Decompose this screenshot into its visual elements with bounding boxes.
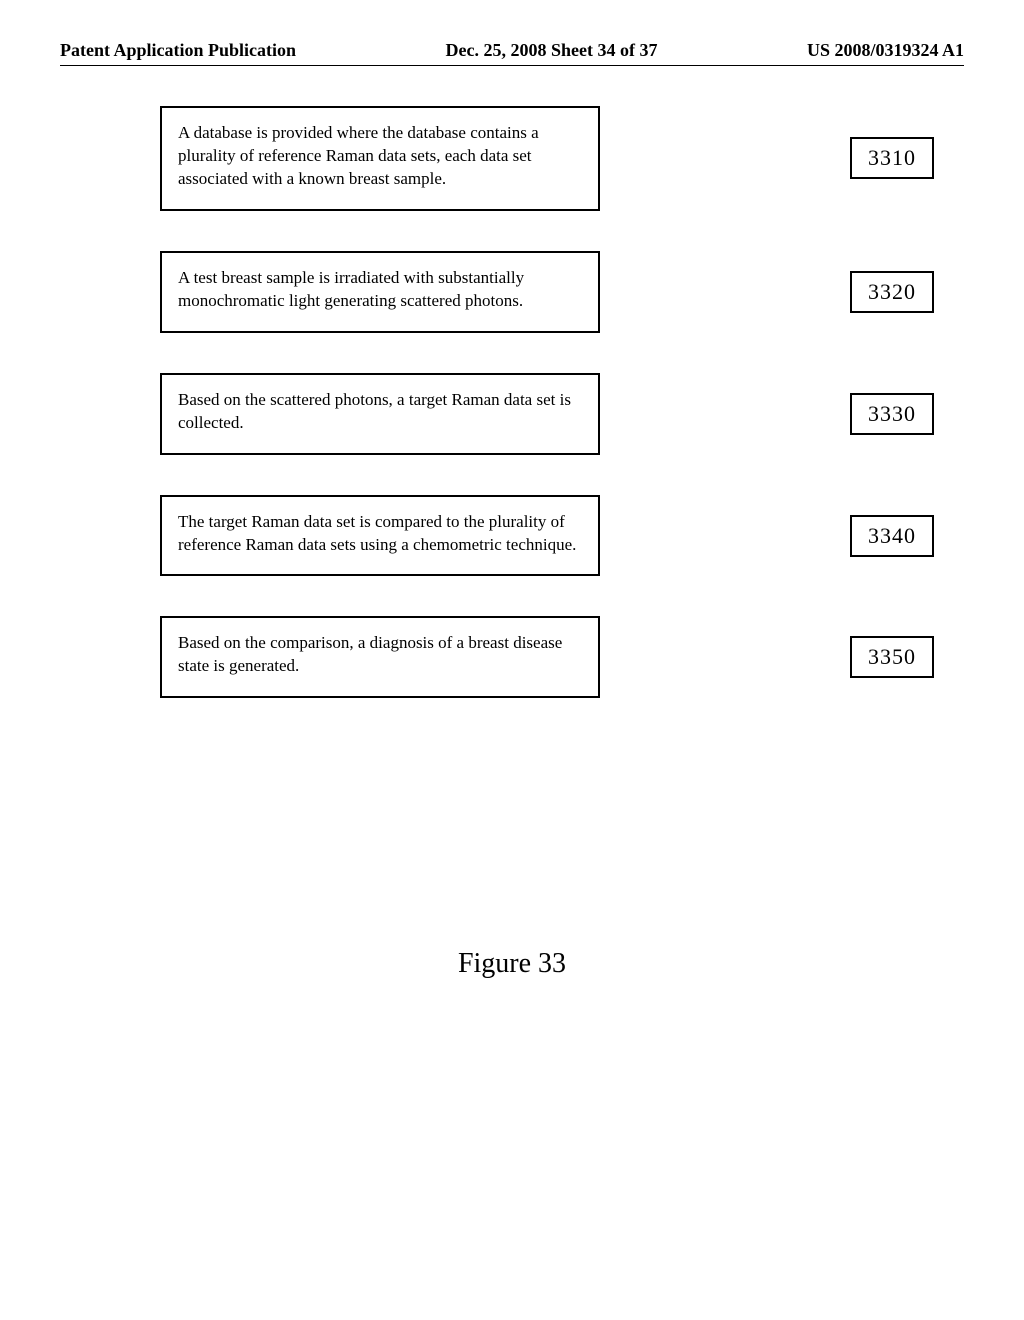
figure-label: Figure 33 <box>60 948 964 980</box>
step-box: A test breast sample is irradiated with … <box>160 251 600 333</box>
flow-row: The target Raman data set is compared to… <box>160 495 944 577</box>
step-ref: 3320 <box>868 279 916 304</box>
header-right: US 2008/0319324 A1 <box>807 40 964 61</box>
step-ref: 3330 <box>868 401 916 426</box>
page-header: Patent Application Publication Dec. 25, … <box>60 40 964 66</box>
step-ref: 3340 <box>868 523 916 548</box>
step-text: Based on the comparison, a diagnosis of … <box>178 633 562 675</box>
step-ref-box: 3350 <box>850 636 934 678</box>
header-left: Patent Application Publication <box>60 40 296 61</box>
flow-row: Based on the comparison, a diagnosis of … <box>160 616 944 698</box>
step-box: The target Raman data set is compared to… <box>160 495 600 577</box>
page-container: Patent Application Publication Dec. 25, … <box>60 40 964 1280</box>
step-box: Based on the scattered photons, a target… <box>160 373 600 455</box>
flow-row: A test breast sample is irradiated with … <box>160 251 944 333</box>
step-box: Based on the comparison, a diagnosis of … <box>160 616 600 698</box>
step-text: A test breast sample is irradiated with … <box>178 268 524 310</box>
step-text: A database is provided where the databas… <box>178 123 539 188</box>
step-ref-box: 3310 <box>850 137 934 179</box>
step-ref: 3310 <box>868 145 916 170</box>
flow-row: A database is provided where the databas… <box>160 106 944 211</box>
step-text: The target Raman data set is compared to… <box>178 512 576 554</box>
step-ref-box: 3320 <box>850 271 934 313</box>
header-center: Dec. 25, 2008 Sheet 34 of 37 <box>446 40 658 61</box>
step-text: Based on the scattered photons, a target… <box>178 390 571 432</box>
step-ref: 3350 <box>868 644 916 669</box>
step-ref-box: 3330 <box>850 393 934 435</box>
flow-row: Based on the scattered photons, a target… <box>160 373 944 455</box>
step-ref-box: 3340 <box>850 515 934 557</box>
flowchart-area: A database is provided where the databas… <box>160 106 944 698</box>
step-box: A database is provided where the databas… <box>160 106 600 211</box>
